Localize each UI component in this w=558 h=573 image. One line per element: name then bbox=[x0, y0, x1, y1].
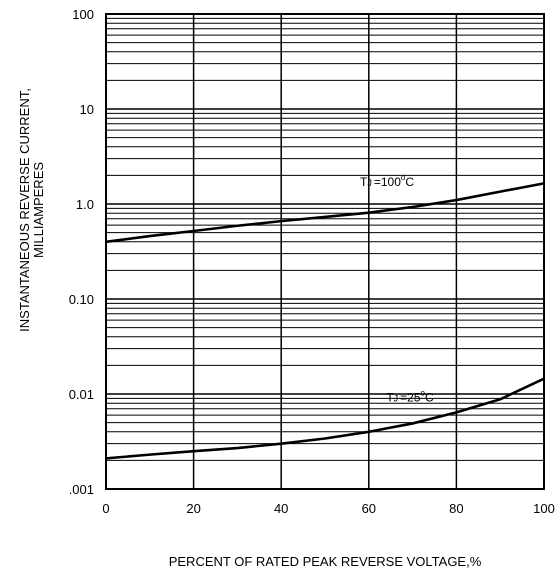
annot-value: =25 bbox=[400, 391, 421, 405]
annot-degree: o bbox=[401, 173, 406, 182]
annot-sub: J bbox=[367, 178, 372, 188]
series-annotation-0: TJ =100oC bbox=[360, 173, 414, 189]
x-tick-label: 80 bbox=[449, 501, 463, 516]
y-tick-label: 1.0 bbox=[76, 197, 94, 212]
annot-degree: o bbox=[421, 389, 426, 398]
y-tick-label: 10 bbox=[80, 102, 94, 117]
y-tick-label: .001 bbox=[69, 482, 94, 497]
y-tick-label: 100 bbox=[72, 7, 94, 22]
annot-prefix: T bbox=[386, 391, 394, 405]
x-tick-label: 0 bbox=[102, 501, 109, 516]
tick-labels: 0 20 40 60 80 100 100 10 1.0 0.10 0.01 .001 bbox=[69, 7, 555, 516]
x-tick-label: 60 bbox=[362, 501, 376, 516]
x-tick-label: 100 bbox=[533, 501, 555, 516]
series-annotation-1: TJ =25oC bbox=[386, 389, 434, 405]
annot-unit: C bbox=[405, 175, 414, 189]
y-tick-label: 0.10 bbox=[69, 292, 94, 307]
annot-prefix: T bbox=[360, 175, 368, 189]
y-axis-label-line-2: MILLIAMPERES bbox=[31, 162, 46, 258]
x-tick-label: 20 bbox=[186, 501, 200, 516]
series-line-0 bbox=[105, 182, 545, 244]
y-axis-label-line-1: INSTANTANEOUS REVERSE CURRENT, bbox=[17, 88, 32, 332]
series-line-1 bbox=[105, 377, 545, 460]
y-tick-label: 0.01 bbox=[69, 387, 94, 402]
x-axis-label: PERCENT OF RATED PEAK REVERSE VOLTAGE,% bbox=[169, 554, 482, 569]
annot-unit: C bbox=[425, 391, 434, 405]
plot-frame bbox=[105, 13, 545, 490]
annot-sub: J bbox=[394, 394, 399, 404]
annot-value: =100 bbox=[374, 175, 401, 189]
series-curves bbox=[105, 182, 545, 460]
x-tick-label: 40 bbox=[274, 501, 288, 516]
grid bbox=[105, 13, 545, 490]
